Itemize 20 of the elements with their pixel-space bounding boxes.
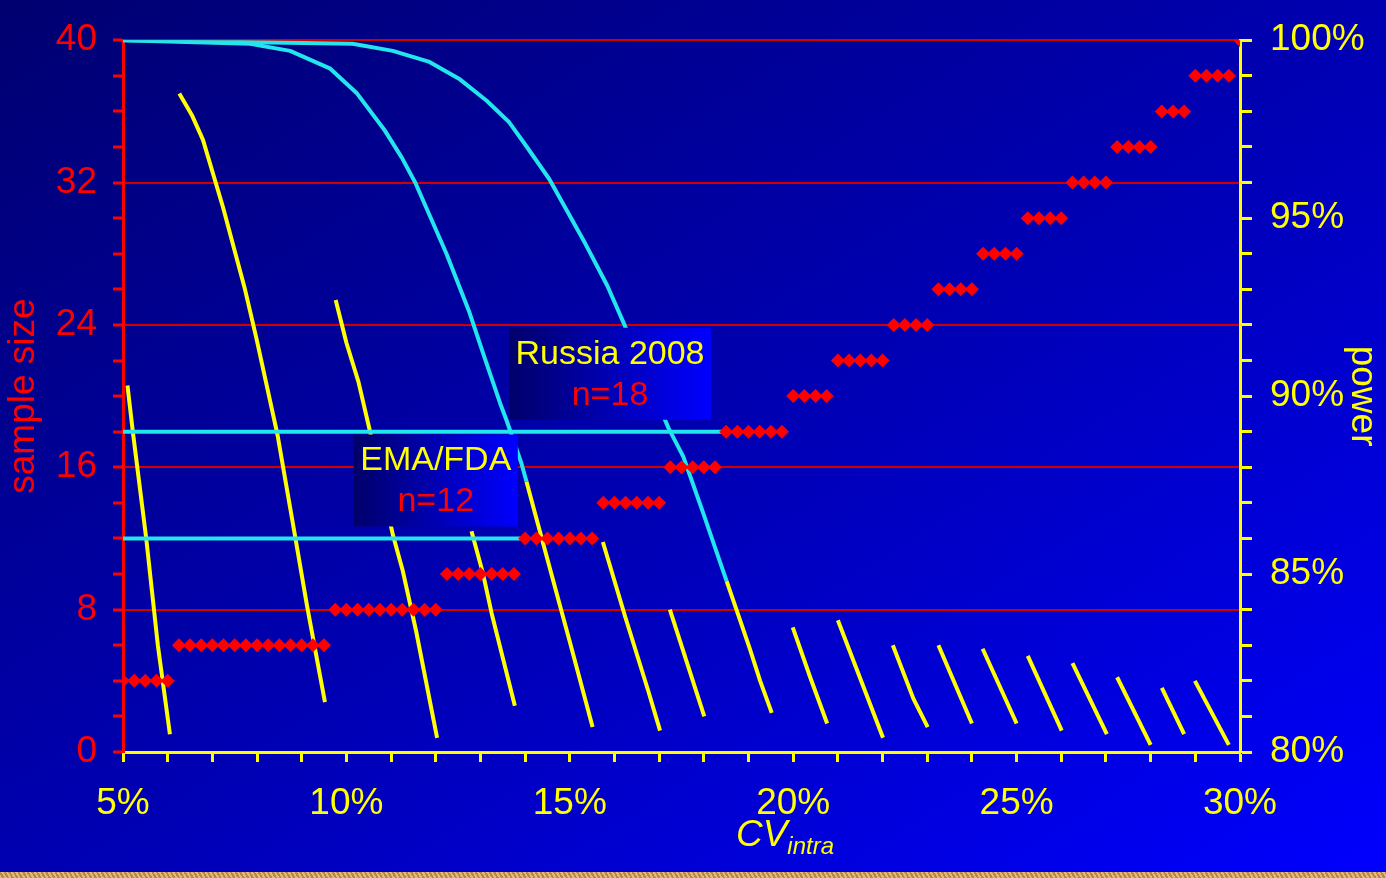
x-tick-label: 30% [1202,781,1278,823]
y2-tick-label: 95% [1270,195,1345,237]
y2-axis-title: power [1343,345,1385,447]
y-axis-title: sample size [1,298,43,494]
y2-tick-label: 100% [1270,17,1365,59]
x-tick-label: 25% [979,781,1054,823]
y-tick-label: 8 [76,586,97,628]
x-tick-label: 5% [96,781,150,823]
y-tick-label: 0 [76,729,97,771]
annotation: Russia 2008 n=18 [515,332,705,412]
y-tick-label: 40 [55,17,97,59]
y-tick-label: 24 [55,302,97,344]
y-tick-label: 16 [55,444,97,486]
annotation: EMA/FDA n=12 [360,439,512,519]
x-tick-label: 15% [532,781,607,823]
y-tick-label: 32 [55,159,97,201]
x-tick-label: 10% [309,781,384,823]
y2-tick-label: 90% [1270,373,1345,415]
y2-tick-label: 80% [1270,729,1345,771]
y2-tick-label: 85% [1270,551,1345,593]
